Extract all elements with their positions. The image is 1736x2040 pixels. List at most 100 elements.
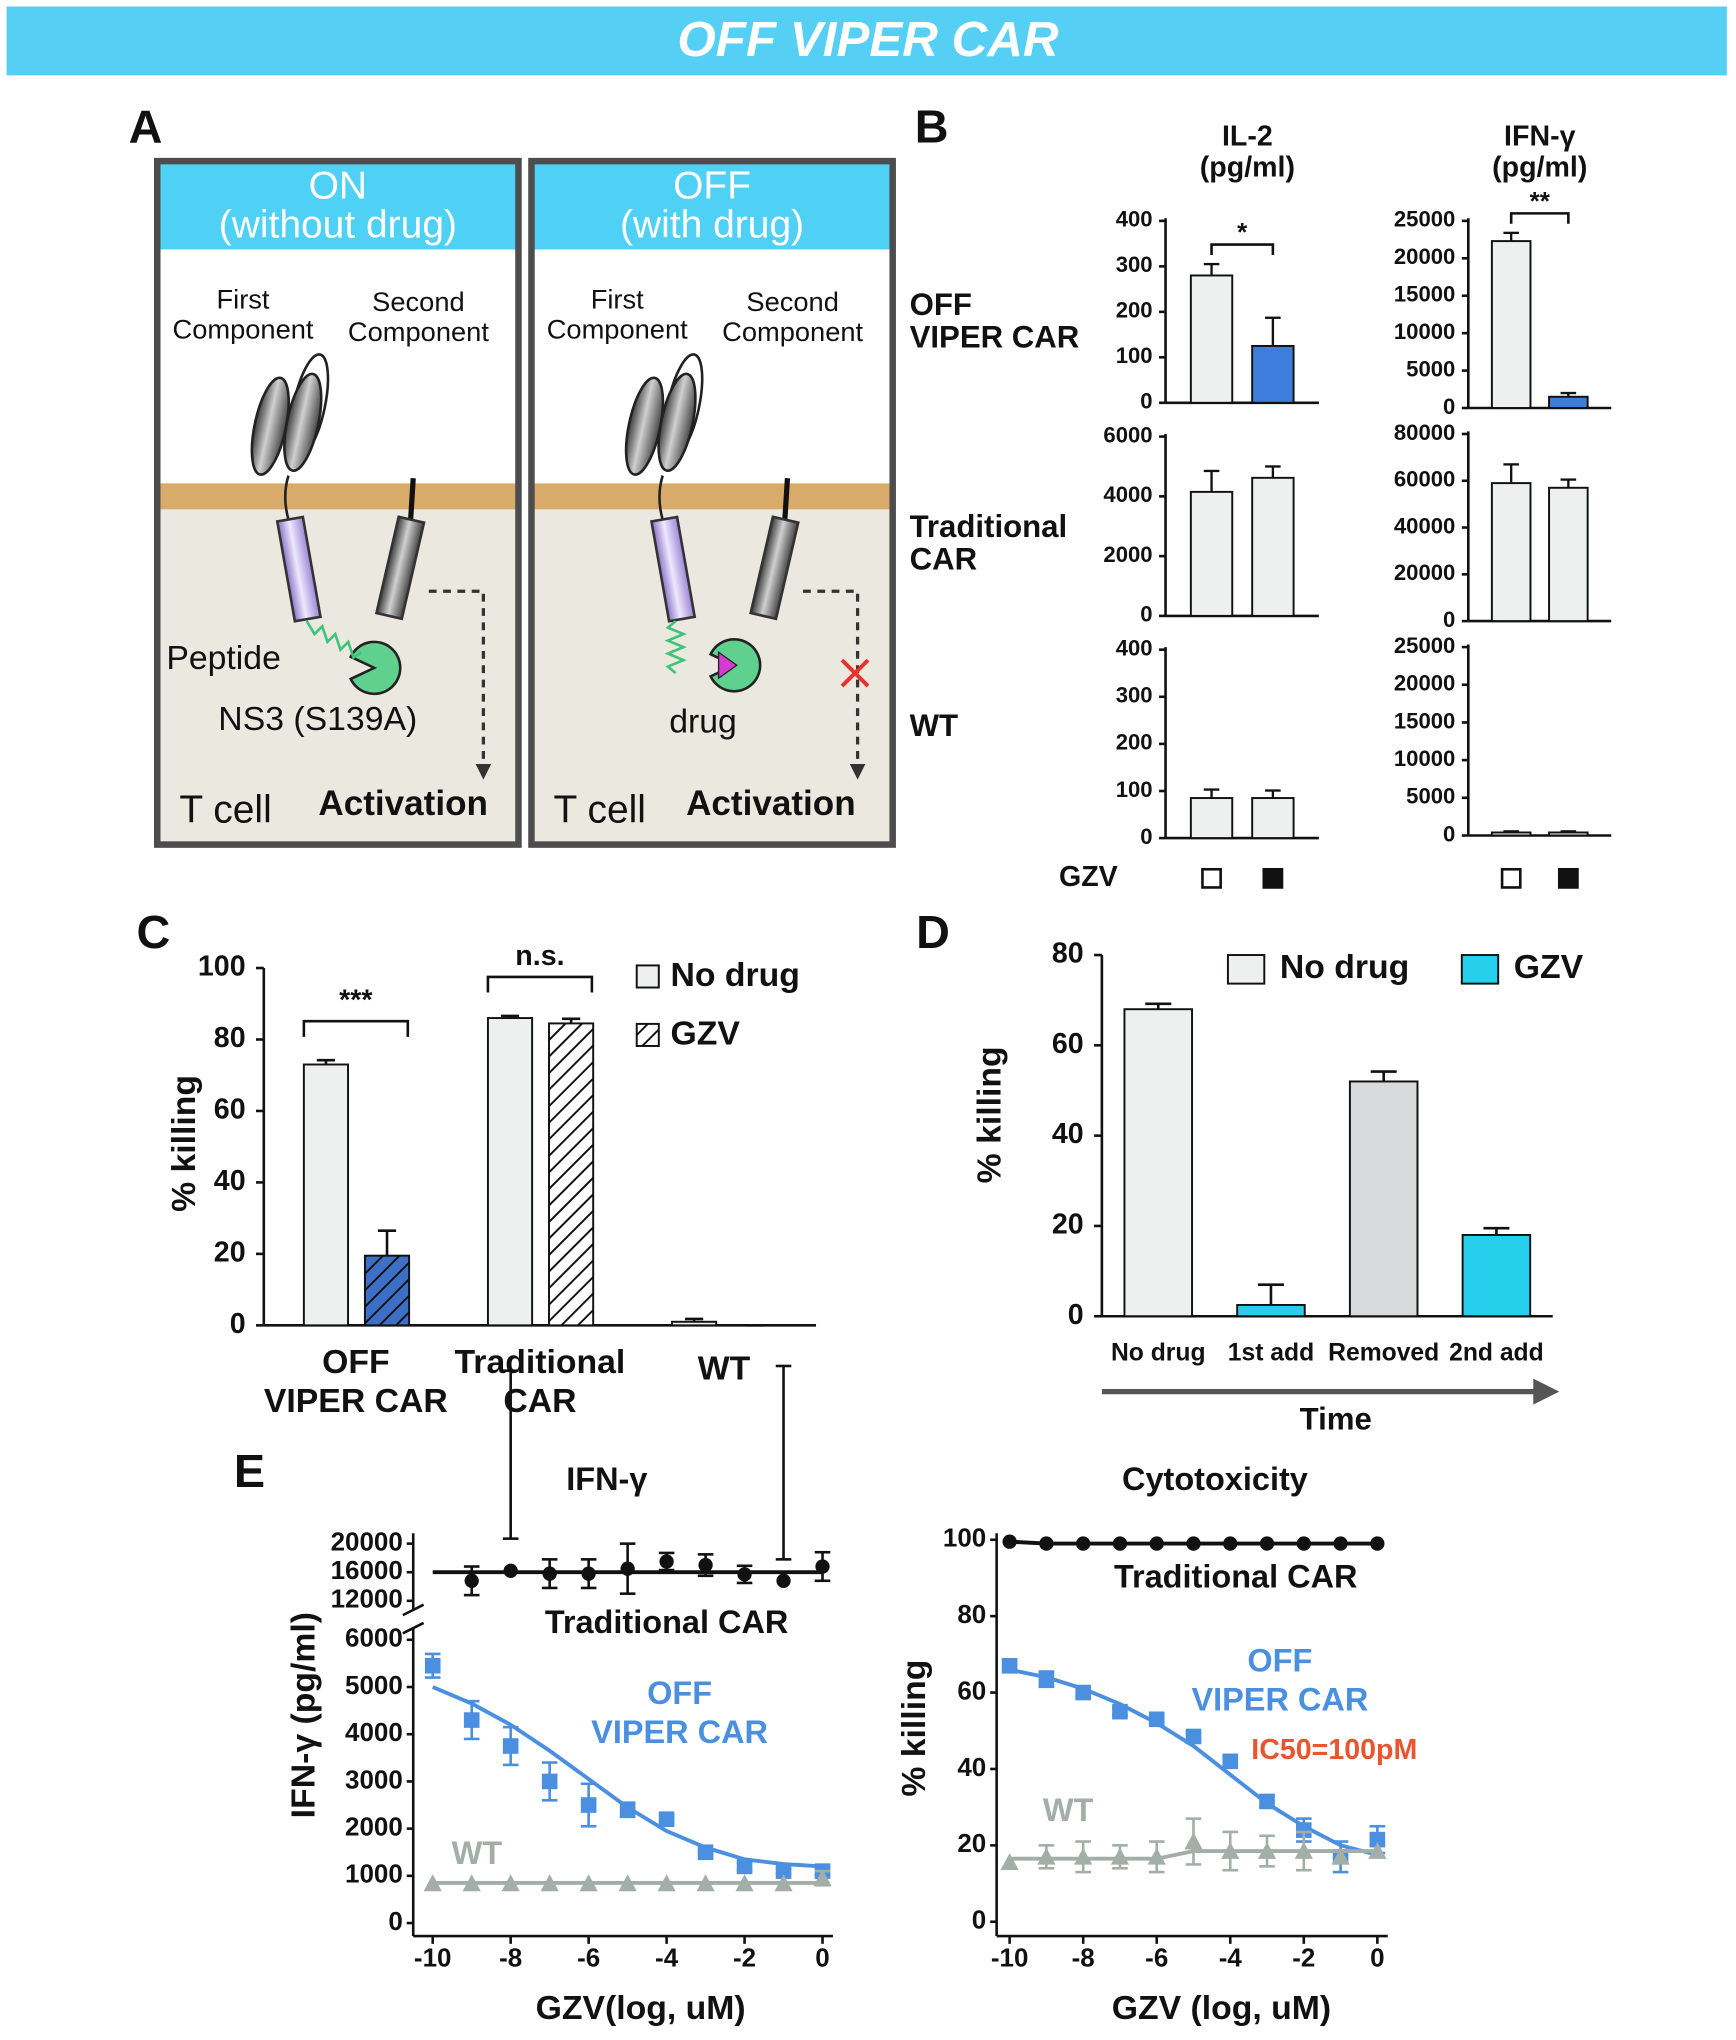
y-tick-label: 100 [943, 1523, 986, 1553]
second-component [374, 515, 426, 621]
bar [486, 1017, 534, 1327]
y-tick-label: 20000 [1394, 671, 1455, 696]
y-tick-label: 20000 [1394, 560, 1455, 585]
y-tick-label: 100 [198, 951, 246, 983]
cell-exterior [534, 253, 891, 484]
y-tick-label: 3000 [345, 1764, 403, 1794]
marker [1076, 1536, 1091, 1551]
bar [1548, 395, 1589, 409]
marker [1222, 1753, 1239, 1770]
marker [581, 1566, 596, 1581]
drug-legend-label: GZV [1059, 861, 1118, 893]
legend-label: No drug [670, 956, 799, 994]
component-label: First [216, 284, 269, 315]
bar [1236, 1303, 1306, 1318]
marker [619, 1801, 636, 1818]
marker [658, 1811, 675, 1827]
marker [1112, 1536, 1128, 1551]
x-axis-label: GZV (log, uM) [1112, 1989, 1331, 2027]
bar [1189, 490, 1234, 617]
y-tick-label: 300 [1116, 252, 1153, 277]
marker [424, 1657, 441, 1674]
marker [735, 1874, 754, 1892]
x-tick-label: -2 [733, 1942, 756, 1972]
arrow-head [475, 764, 492, 780]
significance-bracket [1210, 243, 1275, 255]
y-tick-label: 200 [1116, 730, 1153, 755]
marker [1331, 1847, 1350, 1865]
bar [1548, 831, 1589, 837]
marker [1112, 1703, 1128, 1720]
legend-swatch [635, 964, 660, 989]
component-label: Component [722, 316, 863, 347]
y-tick-label: 60 [957, 1675, 986, 1705]
series-label: Traditional CAR [1114, 1558, 1358, 1594]
component-label: Second [372, 286, 464, 317]
column-title: IL-2 [1222, 120, 1273, 152]
series-label: OFF [1247, 1643, 1312, 1679]
cell-exterior [159, 253, 516, 484]
peptide-label: Peptide [166, 639, 281, 677]
series-label: WT [1043, 1792, 1094, 1828]
marker [1149, 1536, 1164, 1551]
protease-label: NS3 (S139A) [218, 700, 417, 738]
y-axis-label: % killing [970, 1046, 1008, 1183]
y-tick-label: 5000 [1406, 784, 1455, 809]
series-label: VIPER CAR [1191, 1682, 1368, 1718]
bar [548, 1022, 595, 1327]
x-axis-label: GZV(log, uM) [536, 1989, 746, 2027]
x-tick-label: -10 [414, 1942, 452, 1972]
y-tick-label: 16000 [331, 1555, 403, 1585]
significance-label: *** [339, 984, 373, 1016]
activation-label: Activation [318, 784, 488, 823]
protease [348, 640, 402, 696]
marker [1294, 1841, 1313, 1859]
marker [620, 1561, 635, 1576]
y-tick-label: 0 [1443, 394, 1455, 419]
x-tick-label: -4 [1219, 1942, 1243, 1972]
y-axis-label: % killing [165, 1075, 203, 1212]
y-tick-label: 15000 [1394, 282, 1455, 307]
y-tick-label: 60000 [1394, 467, 1455, 492]
drug-molecule [717, 651, 738, 680]
series-line [1009, 1667, 1378, 1857]
y-tick-label: 0 [1140, 602, 1152, 627]
bar [1490, 482, 1532, 623]
y-tick-label: 12000 [331, 1584, 403, 1614]
marker [1186, 1536, 1201, 1551]
column-title: IFN-γ [1504, 120, 1576, 152]
y-tick-label: 1000 [345, 1859, 403, 1889]
x-tick-label: -6 [577, 1942, 600, 1972]
marker [503, 1563, 518, 1578]
x-tick-label: -8 [1072, 1942, 1095, 1972]
time-arrow-head [1533, 1378, 1560, 1405]
drug-indicator [1262, 867, 1284, 889]
x-tick-label: CAR [503, 1382, 576, 1420]
marker [1257, 1841, 1277, 1859]
y-tick-label: 0 [1140, 824, 1152, 849]
y-tick-label: 40000 [1394, 513, 1455, 538]
y-tick-label: 20 [957, 1828, 986, 1858]
y-tick-label: 4000 [345, 1717, 403, 1747]
axis-break-gap [402, 1609, 424, 1629]
y-tick-label: 6000 [345, 1623, 403, 1653]
drug-label: drug [669, 703, 737, 741]
marker [1259, 1536, 1275, 1551]
y-tick-label: 2000 [345, 1811, 403, 1841]
bar [1251, 344, 1295, 404]
series-label: WT [452, 1835, 503, 1871]
panel-label: D [916, 906, 950, 958]
row-label: Traditional [910, 509, 1068, 544]
linker [283, 475, 290, 521]
column-title: (pg/ml) [1492, 151, 1587, 183]
header-text: OFF [673, 165, 751, 208]
significance-bracket [1509, 212, 1570, 224]
peptide-linker [305, 620, 362, 660]
x-tick-label: 2nd add [1449, 1339, 1544, 1366]
bar [363, 1254, 411, 1327]
significance-bracket [302, 1019, 410, 1037]
transmembrane [408, 478, 416, 520]
y-tick-label: 2000 [1103, 542, 1152, 567]
marker [1296, 1536, 1311, 1551]
component-label: Component [173, 314, 314, 345]
